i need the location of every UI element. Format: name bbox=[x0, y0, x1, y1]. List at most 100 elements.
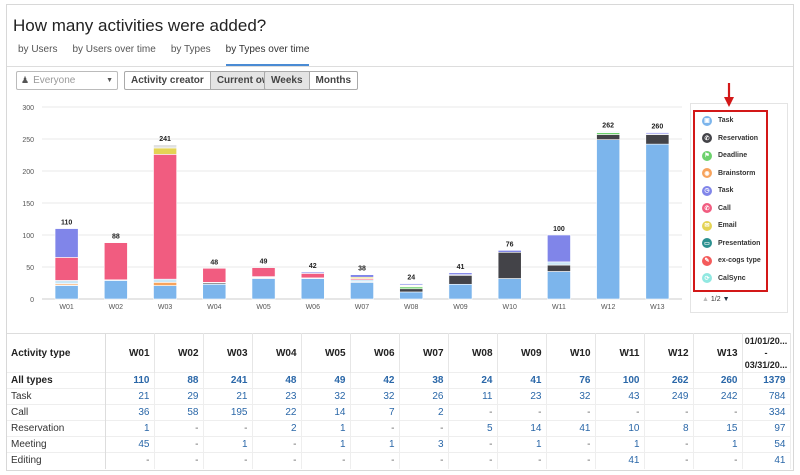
table-cell[interactable]: 58 bbox=[154, 404, 204, 421]
table-cell[interactable]: 195 bbox=[203, 404, 253, 421]
column-header[interactable]: W09 bbox=[497, 333, 547, 373]
table-cell[interactable]: 2 bbox=[399, 404, 449, 421]
table-cell[interactable]: 10 bbox=[595, 420, 645, 437]
column-header[interactable]: W12 bbox=[644, 333, 694, 373]
tab-by-types-over-time[interactable]: by Types over time bbox=[225, 44, 310, 66]
table-cell[interactable]: 88 bbox=[154, 372, 204, 389]
table-cell[interactable]: 32 bbox=[350, 388, 400, 405]
table-cell[interactable]: 97 bbox=[742, 420, 791, 437]
column-header[interactable]: W02 bbox=[154, 333, 204, 373]
table-cell[interactable]: 38 bbox=[399, 372, 449, 389]
table-cell[interactable]: 48 bbox=[252, 372, 302, 389]
column-header[interactable]: W08 bbox=[448, 333, 498, 373]
table-cell[interactable]: 36 bbox=[105, 404, 155, 421]
table-cell[interactable]: 24 bbox=[448, 372, 498, 389]
table-cell[interactable]: 54 bbox=[742, 436, 791, 453]
table-cell[interactable]: 43 bbox=[595, 388, 645, 405]
legend-item[interactable]: ✆ Reservation bbox=[695, 130, 766, 148]
table-cell[interactable]: 7 bbox=[350, 404, 400, 421]
user-select[interactable]: ♟ Everyone ▼ bbox=[16, 71, 118, 90]
table-cell[interactable]: 1 bbox=[350, 436, 400, 453]
table-cell[interactable]: 32 bbox=[546, 388, 596, 405]
legend-item[interactable]: ▭ Presentation bbox=[695, 235, 766, 253]
table-cell[interactable]: 26 bbox=[399, 388, 449, 405]
table-cell[interactable]: 41 bbox=[742, 452, 791, 469]
row-label: Call bbox=[7, 404, 106, 421]
table-cell[interactable]: 110 bbox=[105, 372, 155, 389]
table-cell[interactable]: 1 bbox=[693, 436, 743, 453]
bar-total-label: 260 bbox=[652, 124, 664, 131]
table-cell[interactable]: 2 bbox=[252, 420, 302, 437]
table-cell[interactable]: 1 bbox=[595, 436, 645, 453]
legend-item[interactable]: ✆ Call bbox=[695, 200, 766, 218]
column-header[interactable]: W07 bbox=[399, 333, 449, 373]
column-header[interactable]: W11 bbox=[595, 333, 645, 373]
chevron-down-icon[interactable]: ▼ bbox=[722, 296, 730, 303]
row-label: Editing bbox=[7, 452, 106, 469]
table-cell[interactable]: 8 bbox=[644, 420, 694, 437]
tab-by-users-over-time[interactable]: by Users over time bbox=[72, 44, 156, 55]
table-cell[interactable]: 241 bbox=[203, 372, 253, 389]
table-cell[interactable]: 21 bbox=[105, 388, 155, 405]
table-cell[interactable]: 5 bbox=[448, 420, 498, 437]
table-cell[interactable]: 15 bbox=[693, 420, 743, 437]
column-header[interactable]: W13 bbox=[693, 333, 743, 373]
bar-segment bbox=[153, 278, 177, 283]
table-cell[interactable]: 100 bbox=[595, 372, 645, 389]
table-cell[interactable]: 1 bbox=[301, 436, 351, 453]
column-header[interactable]: Activity type bbox=[7, 333, 106, 373]
legend-item[interactable]: ⚑ Deadline bbox=[695, 147, 766, 165]
table-cell[interactable]: 76 bbox=[546, 372, 596, 389]
table-cell[interactable]: 23 bbox=[497, 388, 547, 405]
activity-creator-button[interactable]: Activity creator bbox=[124, 71, 211, 90]
tab-by-types[interactable]: by Types bbox=[170, 44, 211, 55]
x-tick-label: W12 bbox=[601, 304, 616, 311]
table-cell[interactable]: 11 bbox=[448, 388, 498, 405]
legend-item[interactable]: ⟳ CalSync bbox=[695, 270, 766, 288]
table-cell[interactable]: 49 bbox=[301, 372, 351, 389]
column-header[interactable]: W06 bbox=[350, 333, 400, 373]
table-cell[interactable]: 22 bbox=[252, 404, 302, 421]
legend-pager[interactable]: ▲ 1/2 ▼ bbox=[702, 296, 730, 303]
legend-item[interactable]: ▣ Task bbox=[695, 112, 766, 130]
table-cell[interactable]: 21 bbox=[203, 388, 253, 405]
column-header[interactable]: W04 bbox=[252, 333, 302, 373]
legend-item[interactable]: ◷ Task bbox=[695, 182, 766, 200]
table-cell[interactable]: 784 bbox=[742, 388, 791, 405]
table-cell[interactable]: 41 bbox=[497, 372, 547, 389]
weeks-button[interactable]: Weeks bbox=[264, 71, 310, 90]
column-header[interactable]: W01 bbox=[105, 333, 155, 373]
table-cell[interactable]: 1 bbox=[301, 420, 351, 437]
table-cell[interactable]: 1379 bbox=[742, 372, 791, 389]
table-cell[interactable]: 1 bbox=[203, 436, 253, 453]
chevron-up-icon[interactable]: ▲ bbox=[702, 296, 709, 303]
tab-by-users[interactable]: by Users bbox=[18, 44, 58, 55]
column-header[interactable]: W05 bbox=[301, 333, 351, 373]
column-header[interactable]: W10 bbox=[546, 333, 596, 373]
table-cell[interactable]: 14 bbox=[301, 404, 351, 421]
table-cell[interactable]: 262 bbox=[644, 372, 694, 389]
table-cell[interactable]: 1 bbox=[497, 436, 547, 453]
column-header[interactable]: W03 bbox=[203, 333, 253, 373]
legend-item[interactable]: ✉ Email bbox=[695, 217, 766, 235]
bar-segment bbox=[596, 134, 621, 140]
table-cell[interactable]: 14 bbox=[497, 420, 547, 437]
table-cell[interactable]: 41 bbox=[546, 420, 596, 437]
table-cell[interactable]: 3 bbox=[399, 436, 449, 453]
table-cell[interactable]: 29 bbox=[154, 388, 204, 405]
table-cell[interactable]: 32 bbox=[301, 388, 351, 405]
table-cell[interactable]: 260 bbox=[693, 372, 743, 389]
table-cell[interactable]: 23 bbox=[252, 388, 302, 405]
table-cell[interactable]: 249 bbox=[644, 388, 694, 405]
table-cell[interactable]: 1 bbox=[105, 420, 155, 437]
date-range-header[interactable]: 01/01/20... - 03/31/20... bbox=[742, 333, 791, 373]
legend-item[interactable]: ✎ ex-cogs type bbox=[695, 252, 766, 270]
months-button[interactable]: Months bbox=[309, 71, 359, 90]
table-cell[interactable]: 41 bbox=[595, 452, 645, 469]
bar-segment bbox=[54, 280, 79, 284]
table-cell[interactable]: 45 bbox=[105, 436, 155, 453]
legend-item[interactable]: ◉ Brainstorm bbox=[695, 165, 766, 183]
table-cell[interactable]: 242 bbox=[693, 388, 743, 405]
table-cell[interactable]: 42 bbox=[350, 372, 400, 389]
table-cell[interactable]: 334 bbox=[742, 404, 791, 421]
